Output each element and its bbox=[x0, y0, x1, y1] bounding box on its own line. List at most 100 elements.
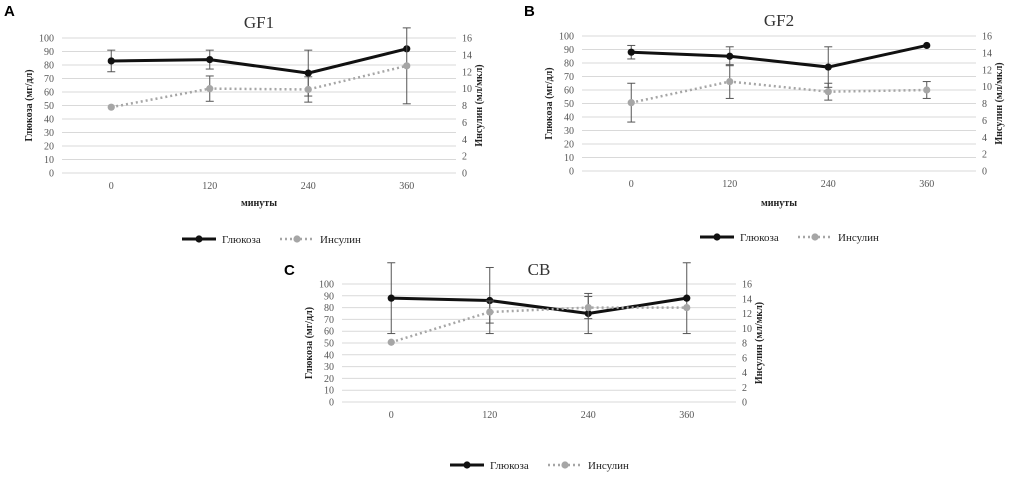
y2-tick-label: 6 bbox=[982, 116, 987, 127]
insulin-point bbox=[403, 62, 411, 70]
y-tick-label: 50 bbox=[564, 99, 574, 110]
chart-title: GF1 bbox=[244, 13, 274, 32]
y2-tick-label: 4 bbox=[742, 368, 747, 379]
y2-tick-label: 2 bbox=[462, 152, 467, 163]
glucose-point bbox=[683, 294, 691, 302]
y2-tick-label: 12 bbox=[982, 65, 992, 76]
x-tick-label: 0 bbox=[629, 179, 634, 190]
y-tick-label: 70 bbox=[324, 315, 334, 326]
insulin-series-line bbox=[111, 64, 408, 109]
x-tick-label: 360 bbox=[919, 179, 934, 190]
y2-tick-label: 12 bbox=[462, 67, 472, 78]
glucose-series-line bbox=[631, 43, 928, 69]
y-tick-label: 60 bbox=[324, 327, 334, 338]
y2-tick-label: 16 bbox=[462, 34, 472, 45]
y-tick-label: 100 bbox=[319, 280, 334, 291]
x-axis-label: минуты bbox=[241, 198, 277, 209]
y-tick-label: 40 bbox=[564, 113, 574, 124]
y-axis-label: Глюкоза (мг/дл) bbox=[24, 69, 35, 141]
y2-tick-label: 14 bbox=[462, 50, 472, 61]
y2-tick-label: 6 bbox=[742, 353, 747, 364]
y-tick-label: 90 bbox=[324, 291, 334, 302]
insulin-point bbox=[107, 103, 115, 111]
y-tick-label: 70 bbox=[564, 72, 574, 83]
legend-glucose-marker bbox=[463, 461, 471, 469]
insulin-point bbox=[726, 77, 734, 86]
y-tick-label: 10 bbox=[324, 386, 334, 397]
legend-insulin-label: Инсулин bbox=[838, 232, 879, 244]
y2-tick-label: 8 bbox=[462, 101, 467, 112]
legend-insulin-marker bbox=[811, 233, 819, 241]
y2-tick-label: 8 bbox=[982, 99, 987, 110]
legend-insulin-marker bbox=[561, 461, 569, 469]
glucose-point bbox=[923, 41, 931, 50]
panel-label: B bbox=[524, 3, 535, 20]
insulin-point bbox=[627, 99, 635, 107]
x-tick-label: 120 bbox=[482, 410, 497, 421]
legend-glucose-label: Глюкоза bbox=[490, 460, 529, 472]
y2-tick-label: 4 bbox=[462, 135, 467, 146]
y-tick-label: 100 bbox=[559, 32, 574, 43]
x-tick-label: 240 bbox=[301, 181, 316, 192]
y-tick-label: 0 bbox=[569, 167, 574, 178]
y2-tick-label: 10 bbox=[742, 324, 752, 335]
x-tick-label: 360 bbox=[399, 181, 414, 192]
y2-tick-label: 12 bbox=[742, 309, 752, 320]
x-tick-label: 0 bbox=[389, 410, 394, 421]
y2-tick-label: 0 bbox=[982, 167, 987, 178]
panel-label: C bbox=[284, 262, 295, 279]
insulin-point bbox=[584, 304, 592, 312]
panel-gf2: B GF2 0 10 20 30 40 50 60 70 80 90 100 0 2 4 6 8 10 12 14 16 0… bbox=[524, 3, 1005, 244]
y2-tick-label: 8 bbox=[742, 339, 747, 350]
chart-title: CB bbox=[528, 260, 551, 279]
y-tick-label: 10 bbox=[564, 153, 574, 164]
y2-tick-label: 16 bbox=[742, 280, 752, 291]
insulin-point bbox=[387, 338, 395, 346]
x-tick-label: 120 bbox=[202, 181, 217, 192]
y-tick-label: 80 bbox=[44, 61, 54, 72]
x-tick-label: 120 bbox=[722, 179, 737, 190]
glucose-point bbox=[726, 52, 734, 60]
y-tick-label: 30 bbox=[324, 362, 334, 373]
y-tick-label: 20 bbox=[44, 142, 54, 153]
y-tick-label: 70 bbox=[44, 74, 54, 85]
panel-gf1: A GF1 0 10 20 30 40 50 60 70 80 90 100 0 2 4 6 8 10 12 14 16 0… bbox=[4, 3, 485, 246]
y-tick-label: 30 bbox=[44, 128, 54, 139]
y2-tick-label: 2 bbox=[982, 150, 987, 161]
y2-tick-label: 6 bbox=[462, 118, 467, 129]
y2-tick-label: 10 bbox=[462, 84, 472, 95]
y-tick-label: 40 bbox=[44, 115, 54, 126]
y-tick-label: 0 bbox=[49, 169, 54, 180]
y2-axis-label: Инсулин (мл/мкл) bbox=[474, 64, 485, 146]
y2-tick-label: 0 bbox=[742, 398, 747, 409]
y-tick-label: 90 bbox=[564, 45, 574, 56]
y2-axis-label: Инсулин (мл/мкл) bbox=[994, 62, 1005, 144]
glucose-point bbox=[304, 69, 312, 77]
insulin-series-line bbox=[630, 80, 927, 104]
insulin-point bbox=[486, 308, 494, 316]
glucose-point bbox=[627, 48, 635, 56]
y-tick-label: 50 bbox=[44, 101, 54, 112]
y-tick-label: 60 bbox=[564, 86, 574, 97]
legend-glucose-marker bbox=[713, 233, 721, 241]
y-tick-label: 60 bbox=[44, 88, 54, 99]
y-tick-label: 100 bbox=[39, 34, 54, 45]
glucose-point bbox=[107, 57, 115, 65]
y-tick-label: 20 bbox=[564, 140, 574, 151]
panel-label: A bbox=[4, 3, 15, 20]
insulin-point bbox=[683, 304, 691, 312]
x-tick-label: 240 bbox=[581, 410, 596, 421]
glucose-series-line bbox=[111, 47, 408, 75]
y-tick-label: 10 bbox=[44, 155, 54, 166]
y2-axis-label: Инсулин (мл/мкл) bbox=[754, 302, 765, 384]
insulin-point bbox=[923, 86, 931, 94]
legend-insulin-marker bbox=[293, 235, 301, 243]
legend-glucose-label: Глюкоза bbox=[222, 234, 261, 246]
legend-glucose-marker bbox=[195, 235, 203, 243]
legend-insulin-label: Инсулин bbox=[588, 460, 629, 472]
y2-tick-label: 10 bbox=[982, 82, 992, 93]
legend-glucose-label: Глюкоза bbox=[740, 232, 779, 244]
x-tick-label: 240 bbox=[821, 179, 836, 190]
glucose-series-line bbox=[391, 296, 687, 316]
